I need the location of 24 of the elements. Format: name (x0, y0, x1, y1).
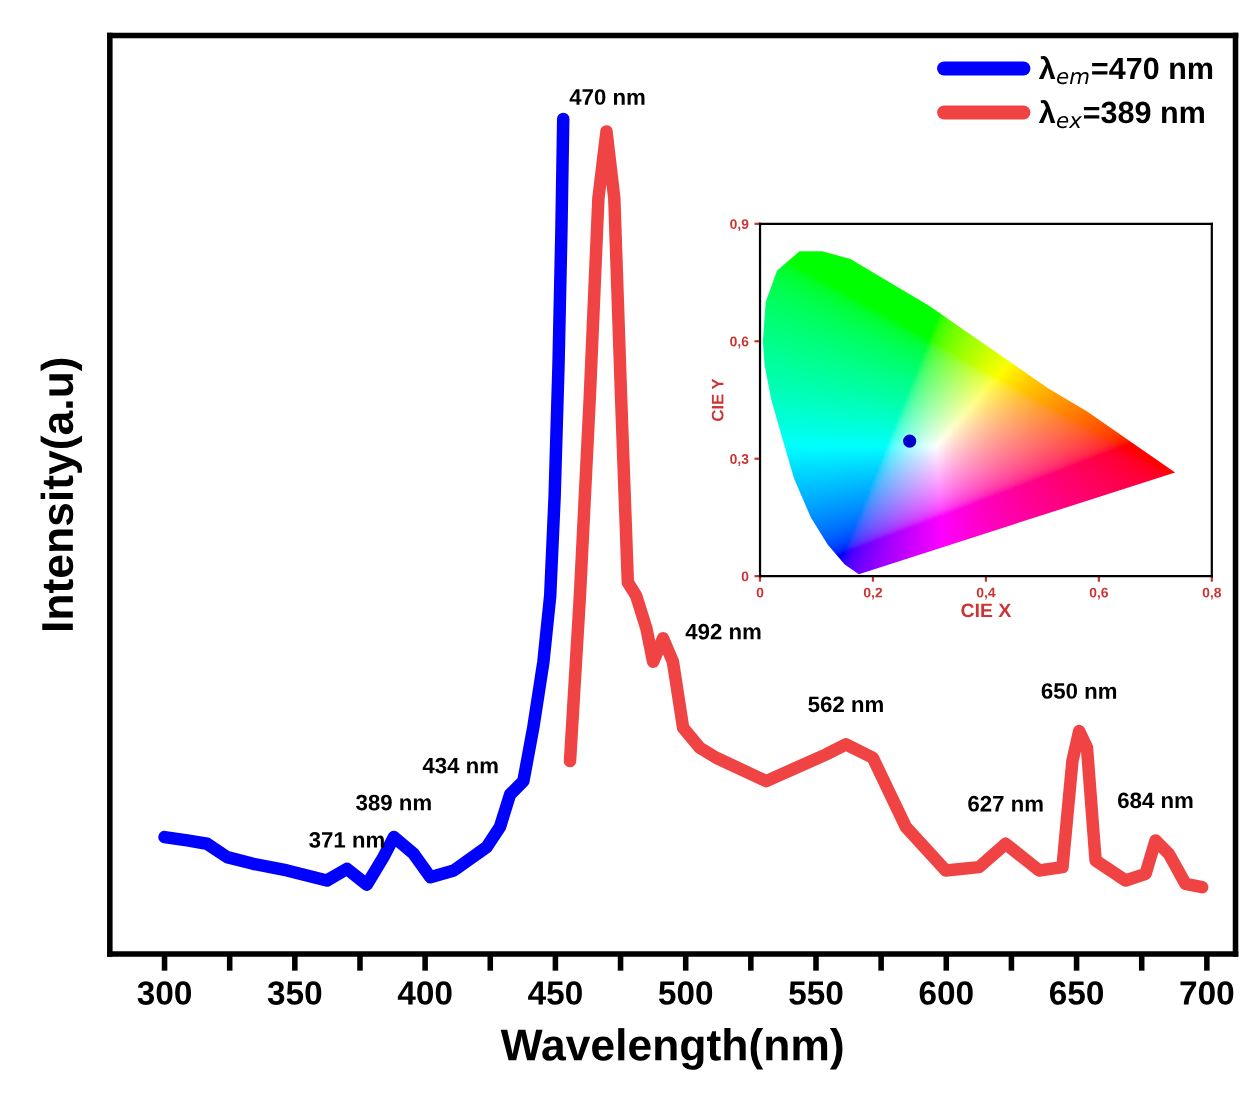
annotation: 684 nm (1118, 792, 1193, 809)
legend-label: λ$_{ex}$=389 nm (1038, 100, 1204, 129)
y-axis-title: CIE Y (711, 378, 724, 421)
x-tick-label: 700 (1180, 981, 1234, 1005)
annotation: 371 nm (309, 832, 384, 848)
x-axis-title: Wavelength(nm) (500, 1028, 843, 1070)
x-tick-label: 450 (528, 981, 582, 1005)
x-tick-label: 400 (397, 981, 452, 1005)
x-tick-label: 350 (267, 981, 322, 1005)
x-tick-label: 550 (789, 981, 843, 1005)
x-tick-label: 600 (919, 981, 973, 1005)
legend-label: λ$_{em}$=470 nm (1038, 56, 1213, 85)
annotation: 650 nm (1041, 683, 1117, 699)
annotation: 562 nm (808, 696, 883, 713)
annotation: 492 nm (685, 623, 761, 640)
annotation: 470 nm (569, 89, 645, 105)
x-tick-label: 650 (1049, 981, 1104, 1005)
annotation: 434 nm (422, 757, 498, 774)
x-tick-label: 500 (658, 981, 713, 1005)
x-axis-title: CIE X (961, 603, 1012, 618)
y-axis-title: Intensity(a.u) (40, 358, 83, 631)
annotation: 627 nm (968, 795, 1043, 812)
x-tick-label: 300 (137, 981, 191, 1005)
annotation: 389 nm (356, 794, 431, 811)
